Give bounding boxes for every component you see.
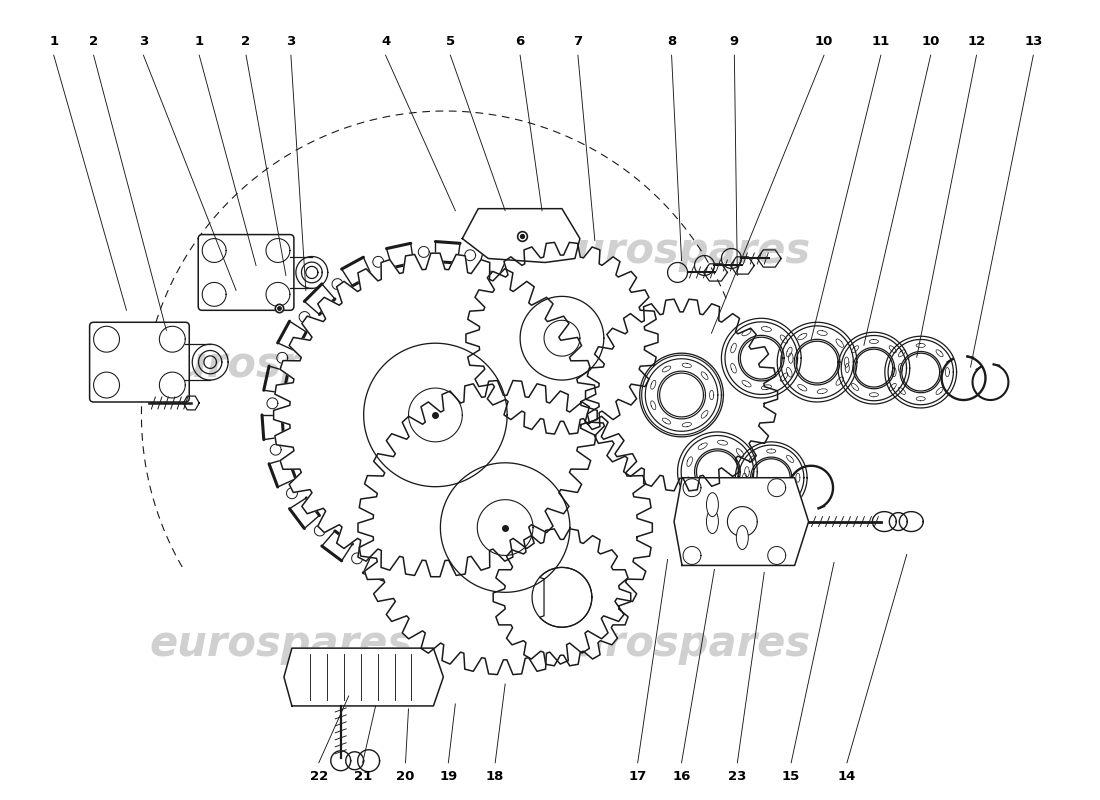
Polygon shape: [274, 253, 597, 577]
Text: eurospares: eurospares: [548, 230, 811, 271]
Text: 12: 12: [967, 34, 986, 48]
Text: 19: 19: [439, 770, 458, 783]
Polygon shape: [462, 209, 580, 262]
Polygon shape: [358, 381, 652, 674]
Text: 10: 10: [922, 34, 939, 48]
Text: 13: 13: [1024, 34, 1043, 48]
Ellipse shape: [706, 493, 718, 517]
Text: 9: 9: [729, 34, 739, 48]
FancyBboxPatch shape: [198, 234, 294, 310]
Text: 3: 3: [139, 34, 148, 48]
Polygon shape: [466, 242, 658, 434]
Polygon shape: [585, 299, 778, 491]
Text: 14: 14: [838, 770, 856, 783]
Text: 2: 2: [89, 34, 98, 48]
Polygon shape: [493, 529, 630, 666]
Text: 2: 2: [242, 34, 251, 48]
Ellipse shape: [706, 510, 718, 534]
Ellipse shape: [736, 526, 748, 550]
Text: 8: 8: [667, 34, 676, 48]
Text: 10: 10: [815, 34, 833, 48]
Text: 7: 7: [573, 34, 583, 48]
Text: 16: 16: [672, 770, 691, 783]
Text: 5: 5: [446, 34, 455, 48]
Text: 22: 22: [310, 770, 328, 783]
FancyBboxPatch shape: [89, 322, 189, 402]
Text: 1: 1: [50, 34, 58, 48]
Text: 18: 18: [486, 770, 505, 783]
Text: 1: 1: [195, 34, 204, 48]
Polygon shape: [674, 478, 808, 566]
Text: eurospares: eurospares: [150, 344, 412, 386]
Text: 11: 11: [871, 34, 890, 48]
Text: 4: 4: [381, 34, 390, 48]
Text: 21: 21: [353, 770, 372, 783]
Text: eurospares: eurospares: [150, 623, 412, 665]
Text: 20: 20: [396, 770, 415, 783]
Text: 23: 23: [728, 770, 747, 783]
Text: 17: 17: [628, 770, 647, 783]
Text: 6: 6: [516, 34, 525, 48]
Text: 15: 15: [782, 770, 801, 783]
Text: eurospares: eurospares: [548, 623, 811, 665]
Text: 3: 3: [286, 34, 296, 48]
Polygon shape: [284, 648, 443, 706]
